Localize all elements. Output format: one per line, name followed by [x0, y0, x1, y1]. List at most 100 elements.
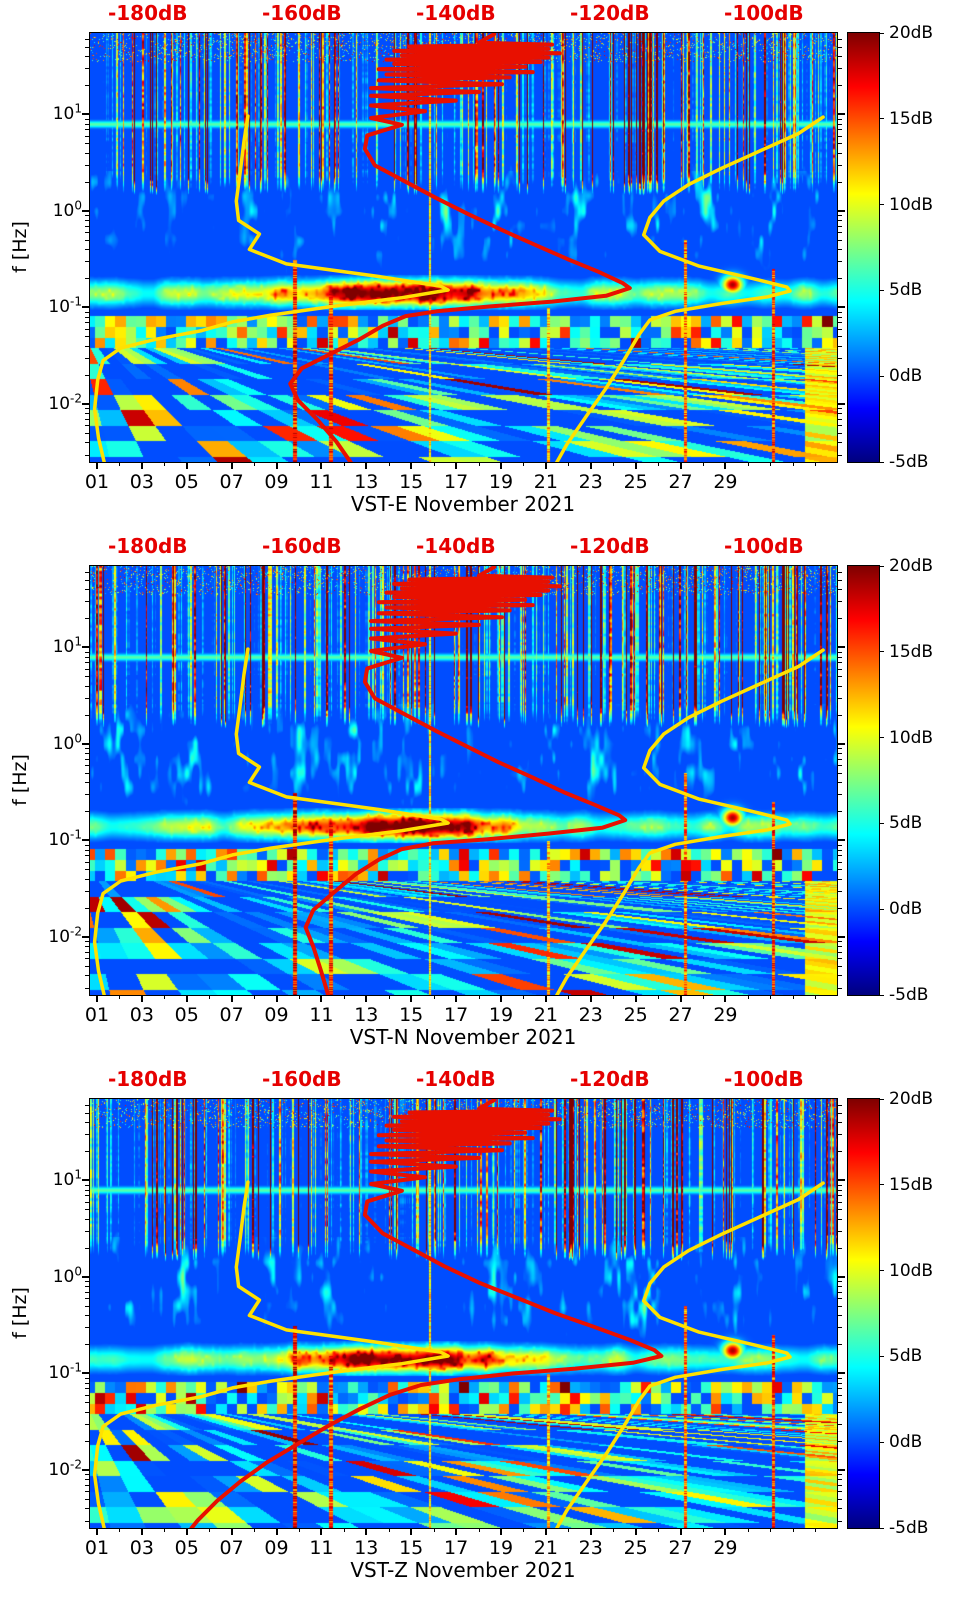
y-minor-tick-right	[837, 418, 842, 420]
top-axis-tick-label: -100dB	[724, 1, 804, 25]
colorbar-tick-label: 5dB	[889, 1346, 923, 1367]
top-axis-tick-label: -100dB	[724, 1067, 804, 1091]
spectrogram-image	[90, 1099, 837, 1528]
x-axis-tick-label: 13	[354, 1537, 379, 1559]
y-minor-tick	[85, 1377, 90, 1379]
x-axis-tick-label: 17	[443, 471, 469, 493]
x-minor-tick	[568, 462, 570, 466]
x-major-tick	[679, 462, 682, 469]
top-axis-tick-label: -140dB	[415, 1, 496, 25]
y-minor-tick	[85, 85, 90, 87]
colorbar-tick-label: 5dB	[889, 813, 923, 834]
y-minor-tick	[85, 811, 90, 813]
y-minor-tick	[85, 135, 90, 137]
x-major-tick	[230, 995, 233, 1002]
y-minor-tick-right	[837, 941, 842, 943]
y-minor-tick-right	[837, 1298, 842, 1300]
psd-curve	[288, 33, 632, 462]
x-minor-tick	[658, 995, 660, 999]
psd-curve	[92, 1180, 450, 1528]
y-minor-tick	[85, 152, 90, 154]
y-minor-tick	[85, 1134, 90, 1136]
y-axis-label: f [Hz]	[9, 1287, 31, 1339]
x-minor-tick	[433, 1528, 435, 1532]
x-major-tick	[275, 462, 278, 469]
y-minor-tick	[85, 794, 90, 796]
y-minor-tick	[85, 418, 90, 420]
y-minor-tick	[85, 1520, 90, 1522]
psd-curve	[189, 1099, 664, 1528]
x-major-tick	[275, 995, 278, 1002]
x-minor-tick	[298, 1528, 300, 1532]
y-minor-tick-right	[837, 374, 842, 376]
y-minor-tick-right	[837, 1315, 842, 1317]
y-minor-tick-right	[837, 1508, 842, 1510]
colorbar-tick-label: 10dB	[889, 727, 934, 748]
y-minor-tick-right	[837, 1218, 842, 1220]
y-minor-tick-right	[837, 181, 842, 183]
y-minor-tick	[85, 232, 90, 234]
top-axis-tick-label: -160dB	[261, 534, 342, 558]
y-minor-tick-right	[837, 869, 842, 871]
y-minor-tick-right	[837, 753, 842, 755]
x-axis-tick-label: 21	[533, 1537, 558, 1559]
y-minor-tick	[85, 38, 90, 40]
y-minor-tick-right	[837, 135, 842, 137]
x-major-tick	[679, 995, 682, 1002]
y-minor-tick-right	[837, 811, 842, 813]
colorbar-tick-mark	[879, 289, 884, 291]
y-minor-tick-right	[837, 328, 842, 330]
y-minor-tick-right	[837, 890, 842, 892]
x-axis-tick-label: 15	[399, 1537, 424, 1559]
y-minor-tick-right	[837, 232, 842, 234]
y-minor-tick-right	[837, 215, 842, 217]
spectrogram-plot-area	[89, 32, 838, 463]
colorbar-tick-label: 15dB	[889, 108, 934, 129]
top-axis-tick-label: -120dB	[570, 1, 650, 25]
y-minor-tick-right	[837, 1195, 842, 1197]
y-minor-tick	[85, 601, 90, 603]
y-minor-tick-right	[837, 278, 842, 280]
y-major-tick-right	[837, 742, 845, 745]
y-major-tick	[82, 1372, 90, 1375]
y-minor-tick-right	[837, 651, 842, 653]
x-minor-tick	[478, 995, 480, 999]
x-minor-tick	[209, 1528, 211, 1532]
y-minor-tick-right	[837, 1286, 842, 1288]
x-minor-tick	[770, 1528, 772, 1532]
y-minor-tick-right	[837, 152, 842, 154]
colorbar-tick-mark	[879, 565, 884, 567]
y-minor-tick-right	[837, 861, 842, 863]
x-major-tick	[544, 995, 547, 1002]
x-axis-tick-label: 25	[623, 1537, 648, 1559]
x-major-tick	[455, 1528, 458, 1535]
y-axis-tick-label: 10-1	[48, 294, 82, 318]
y-minor-tick-right	[837, 46, 842, 48]
y-minor-tick	[85, 676, 90, 678]
y-minor-tick	[85, 651, 90, 653]
x-minor-tick	[523, 995, 525, 999]
y-minor-tick-right	[837, 1189, 842, 1191]
x-major-tick	[140, 1528, 143, 1535]
y-minor-tick-right	[837, 1499, 842, 1501]
x-major-tick	[724, 995, 727, 1002]
y-minor-tick	[85, 685, 90, 687]
x-major-tick	[320, 462, 323, 469]
x-minor-tick	[792, 995, 794, 999]
colorbar-tick-mark	[879, 1270, 884, 1272]
y-minor-tick	[85, 1327, 90, 1329]
y-minor-tick-right	[837, 1402, 842, 1404]
y-minor-tick	[85, 442, 90, 444]
y-minor-tick	[85, 1344, 90, 1346]
colorbar-tick-label: 10dB	[889, 1260, 934, 1281]
y-minor-tick	[85, 1298, 90, 1300]
x-minor-tick	[254, 462, 256, 466]
y-minor-tick	[85, 1305, 90, 1307]
colorbar-tick-mark	[879, 118, 884, 120]
psd-curve	[92, 114, 450, 462]
x-major-tick	[275, 1528, 278, 1535]
y-minor-tick-right	[837, 164, 842, 166]
y-minor-tick	[85, 1388, 90, 1390]
y-minor-tick-right	[837, 38, 842, 40]
x-minor-tick	[523, 462, 525, 466]
